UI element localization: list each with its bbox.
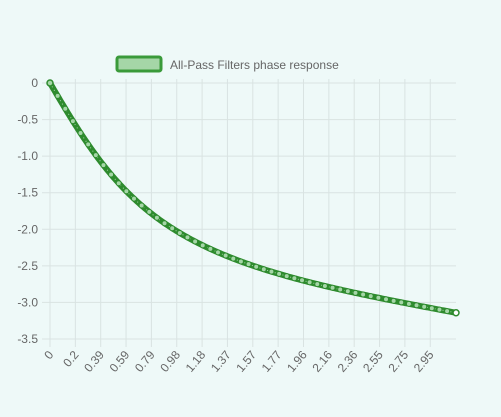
data-point[interactable] (184, 234, 191, 241)
data-point[interactable] (138, 202, 145, 209)
y-axis: 0 -0.5 -1.0 -1.5 -2.0 -2.5 -3.0 -3.5 (17, 76, 38, 346)
data-point[interactable] (321, 282, 328, 289)
data-point[interactable] (375, 294, 382, 301)
data-point[interactable] (329, 284, 336, 291)
x-tick-label: 0.2 (60, 348, 82, 370)
y-tick-label: 0 (31, 76, 38, 90)
data-point[interactable] (383, 296, 389, 303)
data-point[interactable] (54, 92, 61, 99)
y-tick-label: -3.0 (17, 295, 38, 309)
data-point[interactable] (398, 299, 405, 306)
x-tick-label: 1.77 (259, 348, 285, 375)
y-tick-label: -2.0 (17, 222, 38, 236)
x-tick-label: 2.75 (385, 348, 411, 375)
x-tick-label: 1.18 (183, 348, 209, 375)
data-point[interactable] (176, 229, 183, 236)
x-tick-label: 0.39 (81, 348, 107, 375)
data-point[interactable] (215, 249, 221, 256)
data-point[interactable] (436, 306, 443, 313)
x-tick-label: 0.79 (132, 348, 158, 375)
data-point[interactable] (390, 297, 397, 304)
end-point[interactable] (452, 309, 460, 317)
data-point[interactable] (413, 302, 420, 309)
data-point[interactable] (62, 105, 69, 112)
data-point[interactable] (108, 171, 115, 178)
data-point[interactable] (268, 268, 275, 275)
data-point[interactable] (253, 263, 260, 270)
data-point[interactable] (100, 162, 107, 169)
data-point[interactable] (146, 208, 153, 215)
data-point[interactable] (245, 261, 252, 268)
data-point[interactable] (291, 275, 298, 282)
data-point[interactable] (131, 195, 137, 202)
data-point[interactable] (77, 130, 84, 137)
data-point[interactable] (123, 188, 130, 195)
data-point[interactable] (207, 245, 214, 252)
data-point[interactable] (192, 238, 199, 245)
legend[interactable]: All-Pass Filters phase response (115, 55, 339, 73)
data-point[interactable] (85, 141, 92, 148)
x-tick-label: 1.96 (284, 348, 310, 375)
data-point[interactable] (115, 180, 122, 187)
data-point[interactable] (428, 305, 435, 312)
data-point[interactable] (405, 300, 412, 307)
x-tick-label: 0.59 (107, 348, 133, 375)
data-point[interactable] (276, 270, 283, 277)
data-point[interactable] (230, 255, 237, 262)
data-point[interactable] (161, 220, 168, 227)
x-tick-label: 2.36 (335, 348, 361, 375)
x-axis: 0 0.2 0.39 0.59 0.79 0.98 1.18 1.37 1.57 1.77 1.96… (41, 348, 436, 375)
y-tick-label: -2.5 (17, 259, 38, 273)
y-tick-label: -1.0 (17, 149, 38, 163)
start-point[interactable] (46, 79, 54, 87)
x-tick-label: 2.16 (309, 348, 335, 375)
x-tick-label: 0 (41, 348, 56, 362)
data-point[interactable] (367, 293, 374, 300)
x-tick-label: 1.57 (233, 348, 259, 375)
x-tick-label: 1.37 (208, 348, 234, 375)
x-tick-label: 2.95 (411, 348, 437, 375)
data-point[interactable] (314, 281, 321, 288)
data-point[interactable] (237, 258, 244, 265)
data-point[interactable] (337, 286, 344, 293)
data-point[interactable] (344, 288, 351, 295)
data-point[interactable] (299, 277, 305, 284)
data-point[interactable] (92, 152, 99, 159)
data-point[interactable] (306, 279, 313, 286)
y-tick-label: -0.5 (17, 113, 38, 127)
y-tick-label: -3.5 (17, 332, 38, 346)
y-tick-label: -1.5 (17, 186, 38, 200)
x-tick-label: 0.98 (157, 348, 183, 375)
data-point[interactable] (199, 242, 206, 249)
data-point[interactable] (260, 266, 267, 273)
data-point[interactable] (444, 308, 451, 315)
data-point[interactable] (421, 303, 428, 310)
x-tick-label: 2.55 (360, 348, 386, 375)
data-point[interactable] (360, 291, 367, 298)
series-layer (46, 79, 460, 317)
data-point[interactable] (352, 289, 359, 296)
data-point[interactable] (169, 225, 176, 232)
data-point[interactable] (153, 214, 160, 221)
data-point[interactable] (222, 252, 229, 259)
data-point[interactable] (283, 273, 290, 280)
grid-lines (42, 79, 456, 347)
data-point[interactable] (69, 118, 76, 125)
legend-label[interactable]: All-Pass Filters phase response (170, 58, 339, 72)
legend-swatch[interactable] (115, 55, 163, 73)
